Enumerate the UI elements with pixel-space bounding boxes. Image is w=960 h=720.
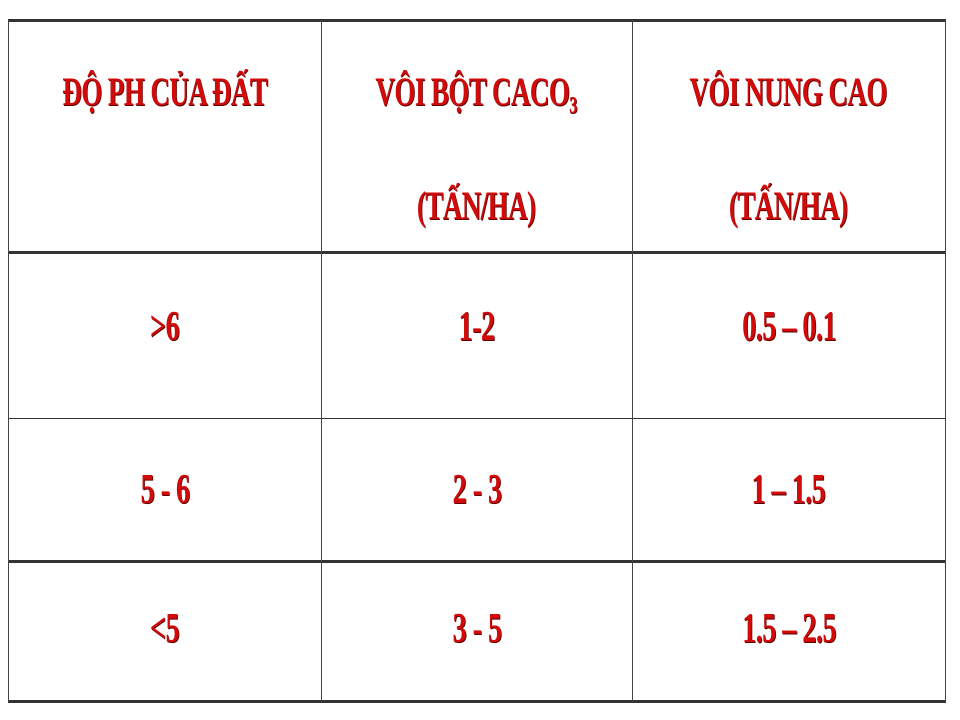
table-row-3-voi-bot: 3 - 5 [321,605,632,653]
cell-text: 1 – 1.5 [751,467,826,513]
header-voi-bot-unit: (TẤN/HA) [321,182,632,229]
table-row-1-voi-bot: 1-2 [321,303,632,351]
header-ph-label: ĐỘ PH CỦA ĐẤT [61,69,268,114]
header-voi-bot-label: VÔI BỘT CACO3 [375,69,578,119]
cell-text: <5 [149,606,180,652]
header-voi-nung-unit-label: (TẤN/HA) [729,183,848,228]
cell-text: 3 - 5 [452,606,502,652]
table-row-3-ph: <5 [8,605,321,653]
header-voi-nung: VÔI NUNG CAO [632,68,945,115]
column-border [632,20,633,702]
cell-text: 1-2 [458,304,495,350]
table-border-bottom [8,700,946,703]
table-row-2-voi-nung: 1 – 1.5 [632,466,945,514]
table-row-1-ph: >6 [8,303,321,351]
table-row-2-ph: 5 - 6 [8,466,321,514]
header-voi-bot: VÔI BỘT CACO3 [321,68,632,120]
table-border-top [8,19,946,22]
header-voi-nung-label: VÔI NUNG CAO [689,69,888,114]
header-voi-nung-unit: (TẤN/HA) [632,182,945,229]
column-border [8,20,9,702]
cell-text: 1.5 – 2.5 [741,606,837,652]
cell-text: >6 [149,304,180,350]
cell-text: 2 - 3 [452,467,502,513]
column-border [321,20,322,702]
header-divider [8,251,946,254]
row-divider [8,418,946,419]
header-voi-bot-unit-label: (TẤN/HA) [417,183,536,228]
cell-text: 5 - 6 [140,467,190,513]
header-ph: ĐỘ PH CỦA ĐẤT [8,68,321,115]
column-border [945,20,946,702]
cell-text: 0.5 – 0.1 [741,304,837,350]
table-row-1-voi-nung: 0.5 – 0.1 [632,303,945,351]
row-divider [8,560,946,563]
table-row-3-voi-nung: 1.5 – 2.5 [632,605,945,653]
table-row-2-voi-bot: 2 - 3 [321,466,632,514]
